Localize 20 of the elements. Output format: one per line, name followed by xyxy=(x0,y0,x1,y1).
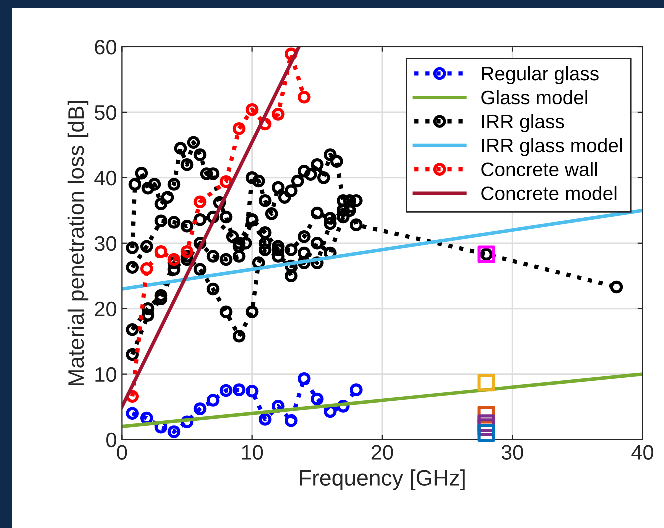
legend-label: IRR glass xyxy=(482,114,564,132)
y-tick-label: 60 xyxy=(95,40,116,55)
legend-label: IRR glass model xyxy=(482,138,622,156)
y-tick-label: 10 xyxy=(96,367,116,382)
y-tick-label: 20 xyxy=(95,302,116,317)
x-tick-label: 20 xyxy=(372,445,394,460)
y-tick-label: 40 xyxy=(94,170,116,186)
y-axis-title: Material penetration loss [dB] xyxy=(68,101,89,386)
x-tick-label: 30 xyxy=(502,445,524,460)
y-tick-label: 0 xyxy=(106,432,116,448)
y-tick-label: 50 xyxy=(94,105,116,120)
legend-label: Concrete model xyxy=(482,186,617,201)
x-tick-label: 10 xyxy=(242,445,264,460)
x-tick-label: 40 xyxy=(632,445,654,460)
legend-label: Concrete wall xyxy=(482,162,598,177)
y-tick-label: 30 xyxy=(94,236,116,252)
x-axis-title: Frequency [GHz] xyxy=(300,470,465,490)
legend-label: Glass model xyxy=(482,90,588,105)
legend-label: Regular glass xyxy=(482,66,599,85)
x-tick-label: 0 xyxy=(117,445,128,460)
